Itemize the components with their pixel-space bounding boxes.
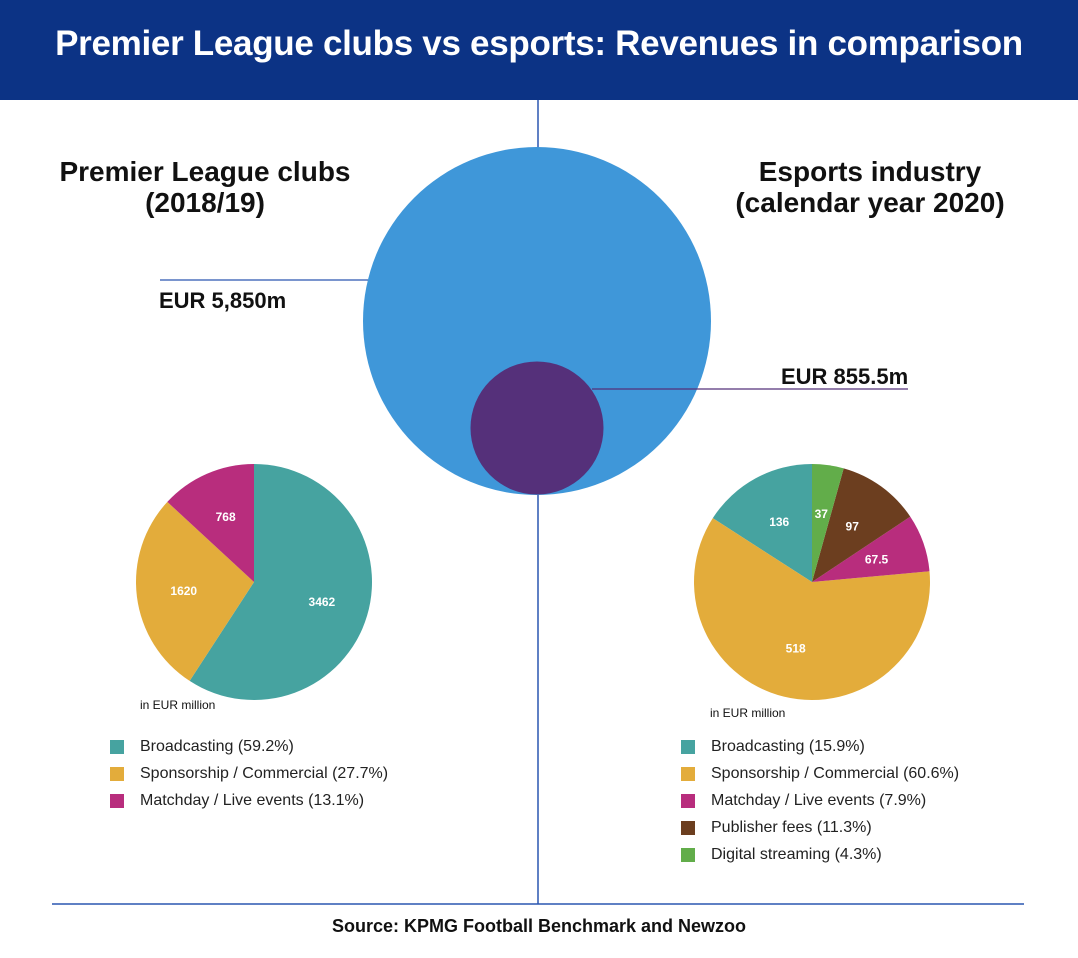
premier-league-bubble (363, 147, 711, 495)
pie-slice-label-2: 1620 (170, 584, 197, 598)
legend-label: Broadcasting (59.2%) (140, 738, 294, 755)
pie-slice-label-2: 518 (786, 641, 806, 655)
premier-league-total: EUR 5,850m (159, 288, 287, 313)
pie-slice-label-3: 768 (216, 510, 236, 524)
pie-slice-1 (189, 464, 372, 700)
pie-slice-label-4: 97 (846, 520, 860, 534)
legend-label: Sponsorship / Commercial (60.6%) (711, 765, 960, 782)
legend-swatch (681, 821, 695, 835)
premier-league-subtitle: Premier League clubs (2018/19) (59, 156, 351, 218)
esports-pie: 136 518 67.5 97 37 (694, 464, 930, 700)
legend-swatch (681, 848, 695, 862)
legend-swatch (681, 740, 695, 754)
pie-slice-label-5: 37 (815, 507, 829, 521)
esports-total: EUR 855.5m (781, 364, 909, 389)
pie-slice-label-3: 67.5 (865, 552, 889, 566)
pie-slice-3 (812, 516, 930, 582)
esports-bubble (470, 361, 604, 495)
legend-swatch (110, 740, 124, 754)
premier-league-pie: 3462 1620 768 (136, 464, 372, 700)
legend-label: Digital streaming (4.3%) (711, 846, 882, 863)
pie-slice-label-1: 136 (769, 515, 789, 529)
legend-swatch (681, 767, 695, 781)
premier-league-unit-label: in EUR million (140, 698, 216, 712)
legend-label: Matchday / Live events (13.1%) (140, 792, 365, 809)
legend-swatch (681, 794, 695, 808)
chart-title: Premier League clubs vs esports: Revenue… (55, 24, 1023, 63)
pie-slice-2 (136, 501, 254, 681)
legend-label: Matchday / Live events (7.9%) (711, 792, 927, 809)
source-note: Source: KPMG Football Benchmark and Newz… (331, 916, 747, 936)
pie-slice-2 (694, 518, 930, 700)
pie-slice-label-1: 3462 (309, 595, 336, 609)
legend-label: Publisher fees (11.3%) (711, 819, 872, 836)
pie-slice-5 (812, 464, 844, 582)
pie-slice-3 (167, 464, 254, 582)
legend-swatch (110, 794, 124, 808)
esports-subtitle: Esports industry (calendar year 2020) (735, 156, 1005, 218)
pie-slice-4 (812, 468, 911, 582)
legend-label: Broadcasting (15.9%) (711, 738, 865, 755)
legend-swatch (110, 767, 124, 781)
esports-unit-label: in EUR million (710, 706, 786, 720)
legend-label: Sponsorship / Commercial (27.7%) (140, 765, 389, 782)
header-bar: Premier League clubs vs esports: Revenue… (0, 0, 1078, 100)
pie-slice-1 (712, 464, 812, 582)
